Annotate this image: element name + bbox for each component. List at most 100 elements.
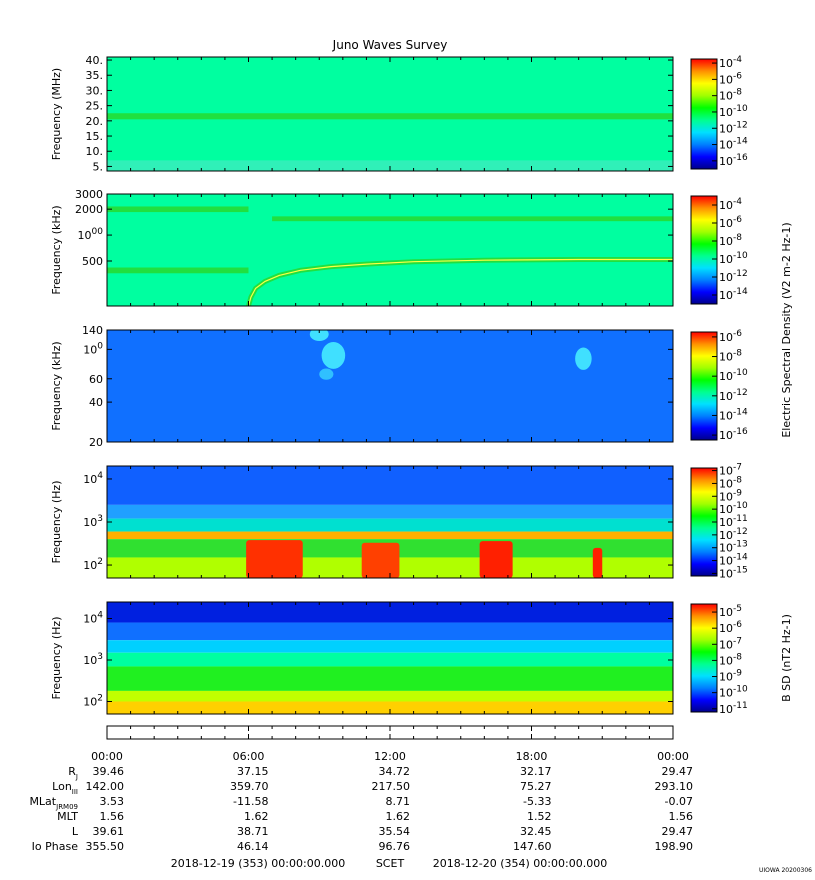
colorbar-tick-label: 10-12 <box>719 388 748 403</box>
colorbar-tick-label: 10-10 <box>719 251 748 266</box>
y-tick-label: 1000 <box>78 227 104 242</box>
y-tick-label: 102 <box>83 694 103 709</box>
colorbar-tick-label: 10-4 <box>719 197 742 212</box>
hot-spot <box>246 540 303 578</box>
spectrogram-panel-4: 104 103 102 Frequency (Hz) 10-710-810-910-10… <box>50 463 748 581</box>
ephemeris-table: RJ 39.46 37.15 34.72 32.17 29.47 LonIII 142.00 3… <box>29 765 693 853</box>
ephemeris-row-label: LonIII <box>52 780 78 796</box>
colorbar-tick-label: 10-15 <box>719 565 748 580</box>
colorbar-tick-label: 10-6 <box>719 620 742 635</box>
ephemeris-value: -11.58 <box>233 795 268 808</box>
colorbar-tick-label: 10-4 <box>719 55 742 70</box>
spectral-layer <box>107 640 673 653</box>
hot-spot <box>592 547 603 578</box>
ephemeris-value: 32.17 <box>520 765 552 778</box>
colorbar-tick-label: 10-12 <box>719 120 748 135</box>
ephemeris-value: 355.50 <box>86 840 125 853</box>
colorbar-tick-label: 10-16 <box>719 427 748 442</box>
emission-blob <box>319 368 334 380</box>
y-axis-label: Frequency (kHz) <box>50 341 63 430</box>
colorbar-tick-label: 10-8 <box>719 652 742 667</box>
ephemeris-value: 1.62 <box>244 810 269 823</box>
colorbar-tick-label: 10-6 <box>719 215 742 230</box>
colorbar-title: Electric Spectral Density (V2 m-2 Hz-1) <box>780 222 793 437</box>
y-tick-label: 100 <box>83 341 103 356</box>
emission-blob <box>309 330 329 341</box>
colorbar-gradient <box>690 603 718 713</box>
ephemeris-value: 1.56 <box>100 810 125 823</box>
footer-scet: SCET <box>376 857 405 870</box>
y-tick-label: 30. <box>86 84 104 97</box>
y-axis-label: Frequency (Hz) <box>50 617 63 700</box>
time-tick-label: 06:00 <box>233 750 265 763</box>
ephemeris-value: 96.76 <box>379 840 411 853</box>
y-tick-label: 35. <box>86 69 104 82</box>
time-tick-label: 00:00 <box>91 750 123 763</box>
ephemeris-value: 147.60 <box>513 840 552 853</box>
ephemeris-value: 359.70 <box>230 780 269 793</box>
footer-end-time: 2018-12-20 (354) 00:00:00.000 <box>433 857 607 870</box>
y-axis-label: Frequency (Hz) <box>50 481 63 564</box>
colorbar-gradient <box>690 195 718 305</box>
ephemeris-row-label: RJ <box>68 765 78 781</box>
ephemeris-value: 217.50 <box>372 780 411 793</box>
ephemeris-value: 1.56 <box>669 810 694 823</box>
ephemeris-value: 1.52 <box>527 810 552 823</box>
y-tick-label: 15. <box>86 130 104 143</box>
y-tick-label: 20. <box>86 115 104 128</box>
colorbar-tick-label: 10-14 <box>719 287 748 302</box>
y-tick-label: 104 <box>83 611 103 626</box>
footer-start-time: 2018-12-19 (353) 00:00:00.000 <box>171 857 345 870</box>
colorbar-tick-label: 10-10 <box>719 685 748 700</box>
colorbar-tick-label: 10-10 <box>719 368 748 383</box>
colorbar-tick-label: 10-10 <box>719 104 748 119</box>
colorbar-tick-label: 10-6 <box>719 329 742 344</box>
footer-credit: UIOWA 20200306 <box>759 867 812 874</box>
colorbar-tick-label: 10-11 <box>719 701 748 716</box>
spectral-layer <box>107 518 673 532</box>
ephemeris-value: 8.71 <box>386 795 411 808</box>
emission-band <box>107 113 673 120</box>
time-axis: 00:00 06:00 12:00 18:00 00:00 <box>91 725 689 763</box>
colorbar-2: 10-4 10-6 10-8 10-10 10-12 10-14 <box>690 195 748 305</box>
colorbar-tick-label: 10-14 <box>719 407 748 422</box>
spectral-layer <box>107 666 673 691</box>
spectrogram-panel-1: 5. 10. 15. 20. 25. 30. 35. 40. Frequency (MHz) 10… <box>50 54 748 173</box>
spectral-layer <box>107 690 673 702</box>
time-tick-label: 12:00 <box>374 750 406 763</box>
ephemeris-value: 35.54 <box>379 825 411 838</box>
ephemeris-value: 29.47 <box>662 825 694 838</box>
emission-band <box>107 160 673 171</box>
ephemeris-value: 1.62 <box>386 810 411 823</box>
time-tick-label: 00:00 <box>657 750 689 763</box>
ephemeris-value: 37.15 <box>237 765 269 778</box>
y-tick-label: 40 <box>89 396 103 409</box>
emission-band <box>107 267 249 274</box>
panel-1-image <box>107 57 673 171</box>
y-tick-label: 104 <box>83 471 103 486</box>
colorbar-tick-label: 10-14 <box>719 137 748 152</box>
time-tick-label: 18:00 <box>516 750 548 763</box>
ephemeris-row-label: L <box>72 825 79 838</box>
spectral-layer <box>107 622 673 641</box>
y-axis-label: Frequency (MHz) <box>50 68 63 160</box>
y-tick-label: 3000 <box>75 188 103 201</box>
panel-background <box>107 194 673 306</box>
ephemeris-value: 38.71 <box>237 825 269 838</box>
y-tick-label: 10. <box>86 145 104 158</box>
ephemeris-value: -0.07 <box>665 795 693 808</box>
colorbar-tick-label: 10-8 <box>719 349 742 364</box>
colorbar-gradient <box>690 331 718 441</box>
y-tick-label: 2000 <box>75 203 103 216</box>
ephemeris-value: 34.72 <box>379 765 411 778</box>
ephemeris-value: -5.33 <box>523 795 551 808</box>
colorbar-3: 10-6 10-8 10-10 10-12 10-14 10-16 <box>690 329 748 442</box>
spectral-layer <box>107 504 673 519</box>
emission-band <box>272 216 673 222</box>
colorbar-tick-label: 10-5 <box>719 604 742 619</box>
ephemeris-row-label: MLT <box>57 810 78 823</box>
